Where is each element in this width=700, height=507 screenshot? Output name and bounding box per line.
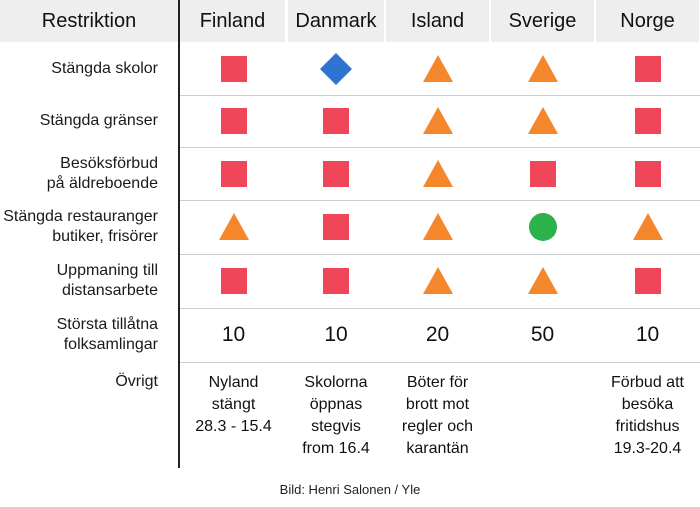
- row-label-ovrigt: Övrigt: [115, 373, 158, 390]
- square-status-icon: [490, 147, 595, 200]
- triangle-status-icon: [595, 200, 700, 254]
- gathering-limit-value: 10: [324, 323, 348, 346]
- square-status-icon: [287, 147, 385, 200]
- triangle-status-icon: [385, 42, 490, 95]
- column-header-danmark: Danmark: [288, 0, 384, 42]
- triangle-status-icon: [385, 95, 490, 147]
- gathering-limit-value: 50: [530, 323, 555, 346]
- other-note: Nyland stängt 28.3 - 15.4: [195, 374, 272, 435]
- square-status-icon: [287, 254, 385, 308]
- row-divider: [180, 308, 700, 309]
- square-status-icon: [180, 95, 287, 147]
- circle-status-icon: [490, 200, 595, 254]
- triangle-status-icon: [180, 200, 287, 254]
- triangle-status-icon: [490, 95, 595, 147]
- gathering-limit-value: 10: [221, 323, 246, 346]
- square-status-icon: [180, 42, 287, 95]
- row-label-besoksforbud: Besöksförbud på äldreboende: [46, 154, 158, 192]
- square-status-icon: [595, 254, 700, 308]
- square-status-icon: [180, 254, 287, 308]
- diamond-status-icon: [287, 42, 385, 95]
- square-status-icon: [595, 42, 700, 95]
- row-divider: [180, 200, 700, 201]
- square-status-icon: [595, 95, 700, 147]
- square-status-icon: [595, 147, 700, 200]
- triangle-status-icon: [385, 147, 490, 200]
- column-header-finland: Finland: [180, 0, 285, 42]
- square-status-icon: [180, 147, 287, 200]
- gathering-limit-value: 20: [425, 323, 450, 346]
- column-header-island: Island: [386, 0, 489, 42]
- row-divider: [180, 95, 700, 96]
- column-header-sverige: Sverige: [491, 0, 594, 42]
- row-label-stangda-granser: Stängda gränser: [39, 112, 158, 129]
- triangle-status-icon: [490, 42, 595, 95]
- other-note: Böter för brott mot regler och karantän: [401, 374, 474, 457]
- row-label-storsta-tillatna-folksamlingar: Största tillåtna folksamlingar: [56, 316, 158, 353]
- row-label-uppmaning-till: Uppmaning till distansarbete: [56, 262, 158, 299]
- row-label-stangda-restauranger: Stängda restauranger butiker, frisörer: [3, 208, 158, 245]
- row-divider: [180, 254, 700, 255]
- column-header-norge: Norge: [596, 0, 699, 42]
- row-divider: [180, 147, 700, 148]
- square-status-icon: [287, 200, 385, 254]
- other-note: Skolorna öppnas stegvis from 16.4: [302, 374, 370, 457]
- image-credit: Bild: Henri Salonen / Yle: [279, 482, 421, 497]
- triangle-status-icon: [490, 254, 595, 308]
- other-note: Förbud att besöka fritidshus 19.3-20.4: [611, 374, 684, 457]
- column-divider: [178, 0, 180, 468]
- row-divider: [180, 362, 700, 363]
- column-header-restriktion: Restriktion: [0, 0, 178, 42]
- row-label-stangda-skolor: Stängda skolor: [51, 59, 158, 77]
- gathering-limit-value: 10: [635, 323, 660, 346]
- triangle-status-icon: [385, 200, 490, 254]
- triangle-status-icon: [385, 254, 490, 308]
- square-status-icon: [287, 95, 385, 147]
